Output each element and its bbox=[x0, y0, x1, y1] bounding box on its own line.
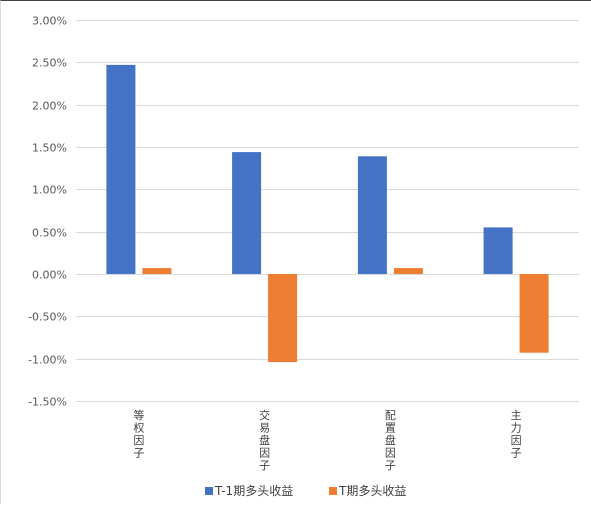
legend: T-1期多头收益 T期多头收益 bbox=[205, 484, 406, 498]
legend-swatch bbox=[205, 487, 213, 495]
y-tick-label: 0.50% bbox=[32, 227, 67, 240]
y-tick-label: 3.00% bbox=[32, 15, 67, 28]
bar-series-1-1 bbox=[106, 64, 136, 275]
x-axis-category-labels: 等权因子 交易盘因子 配置盘因子 主力因子 bbox=[133, 408, 521, 472]
x-category-label: 主力因子 bbox=[511, 409, 522, 460]
x-category-label: 配置盘因子 bbox=[385, 409, 396, 472]
y-tick-label: 2.00% bbox=[32, 100, 67, 113]
y-tick-label: 0.00% bbox=[32, 269, 67, 282]
x-category-label: 交易盘因子 bbox=[259, 408, 270, 472]
bar-series-1-4 bbox=[483, 227, 513, 274]
y-tick-label: 1.00% bbox=[32, 184, 67, 197]
y-axis-tick-labels: 3.00% 2.50% 2.00% 1.50% 1.00% 0.50% 0.00% -0.50… bbox=[28, 15, 67, 409]
bar-series-2-3 bbox=[393, 268, 423, 274]
y-tick-label: -0.50% bbox=[28, 311, 67, 324]
y-tick-label: 2.50% bbox=[32, 57, 67, 70]
y-tick-label: 1.50% bbox=[32, 142, 67, 155]
legend-label: T-1期多头收益 bbox=[214, 484, 293, 498]
bar-series-2-2 bbox=[268, 274, 298, 363]
y-tick-label: -1.50% bbox=[28, 396, 67, 409]
legend-swatch bbox=[329, 487, 337, 495]
bars bbox=[106, 64, 549, 363]
gridlines bbox=[76, 20, 579, 402]
x-category-label: 等权因子 bbox=[133, 408, 144, 460]
bar-series-2-1 bbox=[142, 268, 172, 274]
bar-series-2-4 bbox=[519, 274, 549, 353]
bar-series-1-2 bbox=[232, 152, 262, 274]
y-tick-label: -1.00% bbox=[28, 354, 67, 367]
bar-series-1-3 bbox=[357, 156, 387, 274]
legend-label: T期多头收益 bbox=[338, 484, 406, 498]
